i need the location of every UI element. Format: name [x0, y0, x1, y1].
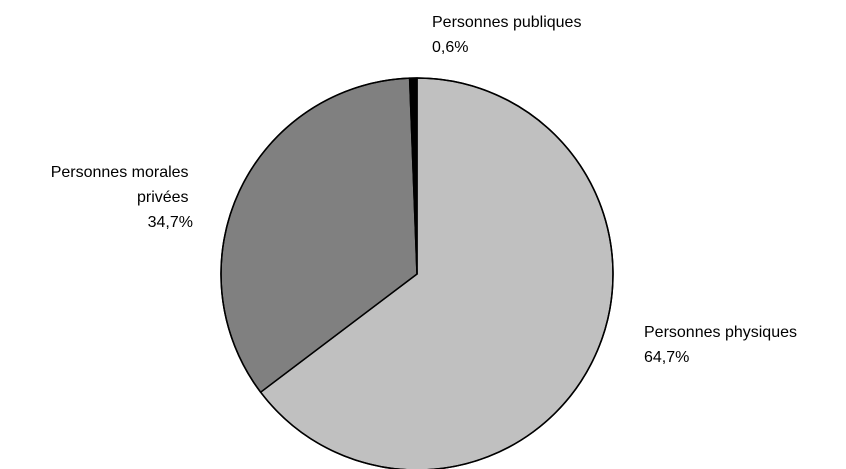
slice-value-personnes-physiques: 64,7%: [644, 349, 689, 366]
slice-name-personnes-morales-line2: privées: [137, 189, 189, 206]
slice-label-personnes-physiques: Personnes physiques 64,7%: [644, 324, 801, 366]
slice-value-personnes-morales-privees: 34,7%: [148, 214, 193, 231]
slice-name-personnes-morales-line1: Personnes morales: [51, 164, 189, 181]
slice-label-personnes-morales-privees: Personnes morales privées 34,7%: [51, 164, 193, 231]
slice-name-personnes-publiques: Personnes publiques: [432, 14, 581, 31]
pie-slices: [220, 77, 614, 469]
slice-value-personnes-publiques: 0,6%: [432, 39, 468, 56]
slice-label-personnes-publiques: Personnes publiques 0,6%: [432, 14, 586, 56]
pie-outline: [220, 77, 614, 469]
slice-name-personnes-physiques: Personnes physiques: [644, 324, 797, 341]
